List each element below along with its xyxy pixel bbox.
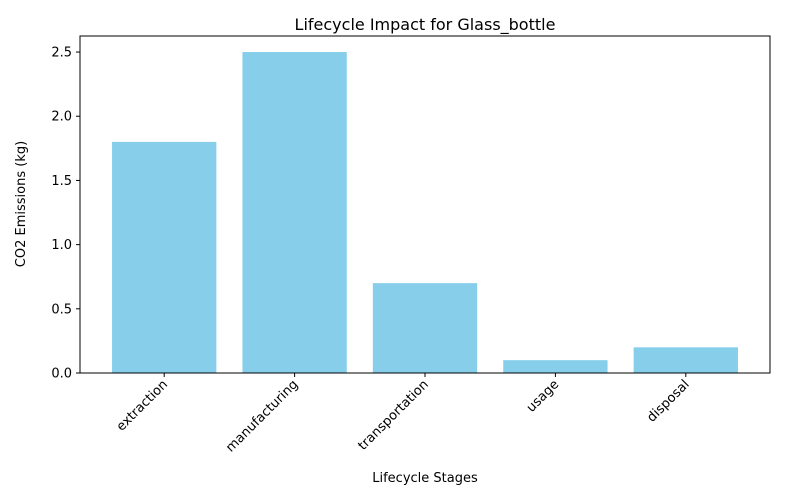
y-tick-label: 1.0 — [51, 238, 72, 253]
bar-transportation — [372, 283, 478, 373]
plot-frame — [79, 35, 771, 374]
y-axis-label: CO2 Emissions (kg) — [14, 141, 29, 267]
y-tick-label: 2.0 — [51, 110, 72, 125]
x-tick-label: disposal — [644, 377, 692, 425]
y-tick-label: 2.5 — [51, 46, 72, 61]
chart-title: Lifecycle Impact for Glass_bottle — [295, 15, 556, 35]
x-tick-label: extraction — [114, 377, 171, 434]
y-tick-label: 0.0 — [51, 367, 72, 382]
y-tick-label: 0.5 — [51, 302, 72, 317]
x-tick-label: transportation — [356, 377, 432, 453]
bar-manufacturing — [242, 52, 347, 374]
y-axis-ticks: 0.0 0.5 1.0 1.5 2.0 2.5 — [51, 46, 80, 382]
x-tick-label: manufacturing — [223, 377, 301, 455]
x-axis-ticks: extraction manufacturing transportation usa… — [114, 373, 693, 455]
x-tick-label: usage — [524, 377, 562, 415]
x-axis-label: Lifecycle Stages — [372, 471, 478, 486]
bar-disposal — [633, 347, 738, 373]
y-tick-label: 1.5 — [51, 174, 72, 189]
bars-group — [112, 52, 738, 374]
bar-extraction — [112, 141, 217, 373]
bar-usage — [503, 360, 608, 373]
